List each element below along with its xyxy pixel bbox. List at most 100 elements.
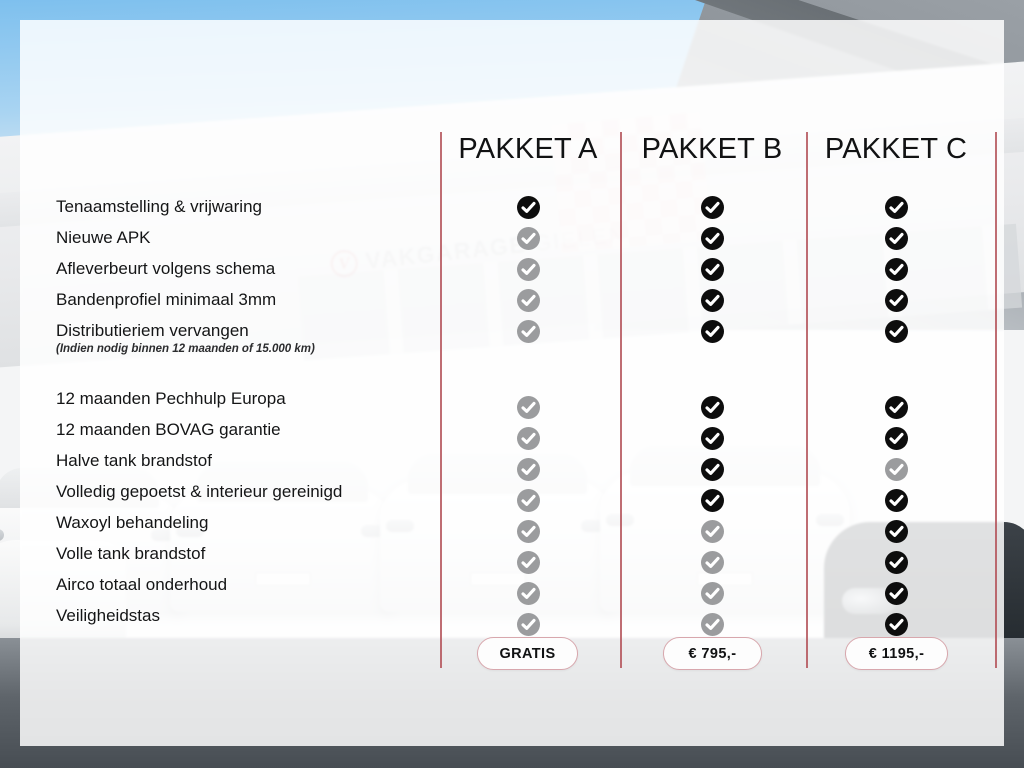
feature-note: (Indien nodig binnen 12 maanden of 15.00… (56, 343, 315, 355)
check-cell (508, 316, 548, 347)
check-cell (876, 192, 916, 223)
check-cell (692, 609, 732, 640)
check-icon-included (700, 396, 724, 419)
feature-row: 12 maanden Pechhulp Europa (56, 384, 456, 415)
feature-label: Veiligheidstas (56, 606, 160, 626)
check-cell (876, 223, 916, 254)
feature-row: 12 maanden BOVAG garantie (56, 415, 456, 446)
feature-label: 12 maanden Pechhulp Europa (56, 389, 286, 409)
check-icon-included (700, 489, 724, 512)
check-icon-included (884, 613, 908, 636)
check-cell (692, 454, 732, 485)
check-cell (876, 285, 916, 316)
column-header-a: PAKKET A (458, 133, 598, 165)
price-badge-b[interactable]: € 795,- (663, 637, 762, 670)
check-cell (876, 578, 916, 609)
check-cell (692, 547, 732, 578)
check-cell (508, 485, 548, 516)
feature-label: Distributieriem vervangen (56, 321, 249, 341)
check-group-gap (692, 369, 732, 392)
check-icon-excluded (516, 489, 540, 512)
check-cell (692, 254, 732, 285)
check-icon-excluded (516, 258, 540, 281)
check-column-a (508, 192, 548, 640)
check-cell (692, 516, 732, 547)
check-icon-excluded (516, 320, 540, 343)
check-icon-included (884, 551, 908, 574)
check-cell (692, 578, 732, 609)
check-cell (876, 516, 916, 547)
check-cell (508, 392, 548, 423)
feature-row: Volle tank brandstof (56, 539, 456, 570)
check-cell (508, 423, 548, 454)
feature-label: Waxoyl behandeling (56, 513, 209, 533)
check-cell (692, 423, 732, 454)
check-icon-excluded (516, 582, 540, 605)
feature-label: Afleverbeurt volgens schema (56, 259, 276, 279)
check-column-b (692, 192, 732, 640)
check-icon-included (884, 289, 908, 312)
check-icon-included (700, 320, 724, 343)
check-icon-included (516, 196, 540, 219)
column-divider-4 (995, 132, 997, 668)
check-icon-included (884, 227, 908, 250)
check-cell (692, 223, 732, 254)
check-icon-excluded (700, 582, 724, 605)
check-cell (876, 254, 916, 285)
feature-row: Waxoyl behandeling (56, 508, 456, 539)
check-icon-included (700, 289, 724, 312)
column-header-b: PAKKET B (641, 133, 783, 165)
feature-label: 12 maanden BOVAG garantie (56, 420, 281, 440)
check-cell (876, 609, 916, 640)
check-icon-excluded (700, 613, 724, 636)
check-cell (876, 392, 916, 423)
feature-row: Distributieriem vervangen (56, 316, 456, 347)
price-badge-c[interactable]: € 1195,- (845, 637, 948, 670)
check-cell (508, 547, 548, 578)
check-cell (692, 192, 732, 223)
check-icon-included (884, 396, 908, 419)
check-icon-excluded (516, 551, 540, 574)
check-cell (508, 578, 548, 609)
check-icon-included (700, 427, 724, 450)
feature-row: Veiligheidstas (56, 601, 456, 632)
feature-label: Halve tank brandstof (56, 451, 212, 471)
feature-label: Nieuwe APK (56, 228, 151, 248)
price-badge-a[interactable]: GRATIS (477, 637, 578, 670)
check-icon-included (884, 258, 908, 281)
check-cell (508, 454, 548, 485)
column-divider-2 (620, 132, 622, 668)
feature-row: Afleverbeurt volgens schema (56, 254, 456, 285)
check-icon-included (884, 320, 908, 343)
feature-row: Halve tank brandstof (56, 446, 456, 477)
check-icon-excluded (516, 289, 540, 312)
check-icon-excluded (516, 458, 540, 481)
feature-row: Volledig gepoetst & interieur gereinigd (56, 477, 456, 508)
check-note-spacer (692, 347, 732, 369)
feature-label: Tenaamstelling & vrijwaring (56, 197, 262, 217)
check-icon-included (700, 196, 724, 219)
check-group-gap (508, 369, 548, 392)
check-icon-excluded (516, 227, 540, 250)
feature-row: Airco totaal onderhoud (56, 570, 456, 601)
check-cell (876, 423, 916, 454)
check-cell (692, 485, 732, 516)
check-icon-included (884, 427, 908, 450)
feature-group-gap (56, 361, 456, 384)
check-cell (692, 392, 732, 423)
feature-row: Tenaamstelling & vrijwaring (56, 192, 456, 223)
feature-label-list: Tenaamstelling & vrijwaring Nieuwe APK Afl… (56, 192, 456, 632)
check-cell (508, 609, 548, 640)
check-icon-excluded (516, 520, 540, 543)
feature-label: Volle tank brandstof (56, 544, 206, 564)
check-cell (508, 254, 548, 285)
feature-row: Nieuwe APK (56, 223, 456, 254)
check-icon-included (700, 258, 724, 281)
check-icon-excluded (884, 458, 908, 481)
check-cell (508, 223, 548, 254)
check-icon-excluded (516, 396, 540, 419)
check-icon-included (884, 582, 908, 605)
check-icon-excluded (700, 551, 724, 574)
check-column-c (876, 192, 916, 640)
check-cell (876, 316, 916, 347)
